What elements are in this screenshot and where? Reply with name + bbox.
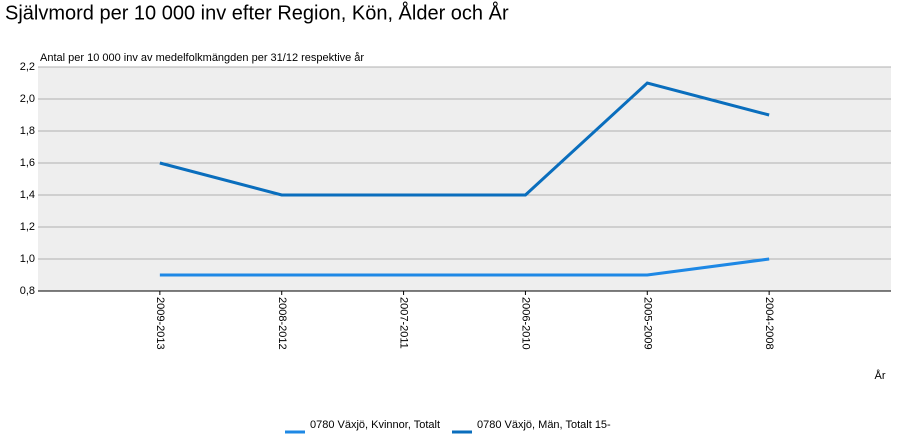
x-tick-label: 2005-2009 (641, 297, 653, 350)
plot-area (38, 67, 891, 291)
y-tick-label: 1,0 (20, 253, 35, 265)
y-tick-label: 0,8 (20, 285, 35, 297)
x-tick-label: 2004-2008 (763, 297, 775, 350)
x-tick-label: 2008-2012 (276, 297, 288, 350)
y-tick-label: 2,2 (20, 61, 35, 73)
chart-title: Självmord per 10 000 inv efter Region, K… (5, 1, 509, 24)
x-axis-title: År (875, 369, 886, 382)
x-tick-label: 2009-2013 (154, 297, 166, 350)
y-tick-label: 1,2 (20, 221, 35, 233)
legend-label: 0780 Växjö, Kvinnor, Totalt (310, 419, 440, 431)
x-tick-label: 2007-2011 (398, 297, 410, 349)
legend-label: 0780 Växjö, Män, Totalt 15- (477, 419, 611, 431)
y-tick-label: 1,6 (20, 157, 35, 169)
series-line (159, 257, 770, 277)
y-tick-label: 1,8 (20, 125, 35, 137)
y-tick-label: 2,0 (20, 93, 35, 105)
series-line (159, 81, 770, 197)
chart-subtitle: Antal per 10 000 inv av medelfolkmängden… (40, 52, 364, 64)
y-tick-label: 1,4 (20, 189, 35, 201)
x-tick-label: 2006-2010 (520, 297, 532, 350)
